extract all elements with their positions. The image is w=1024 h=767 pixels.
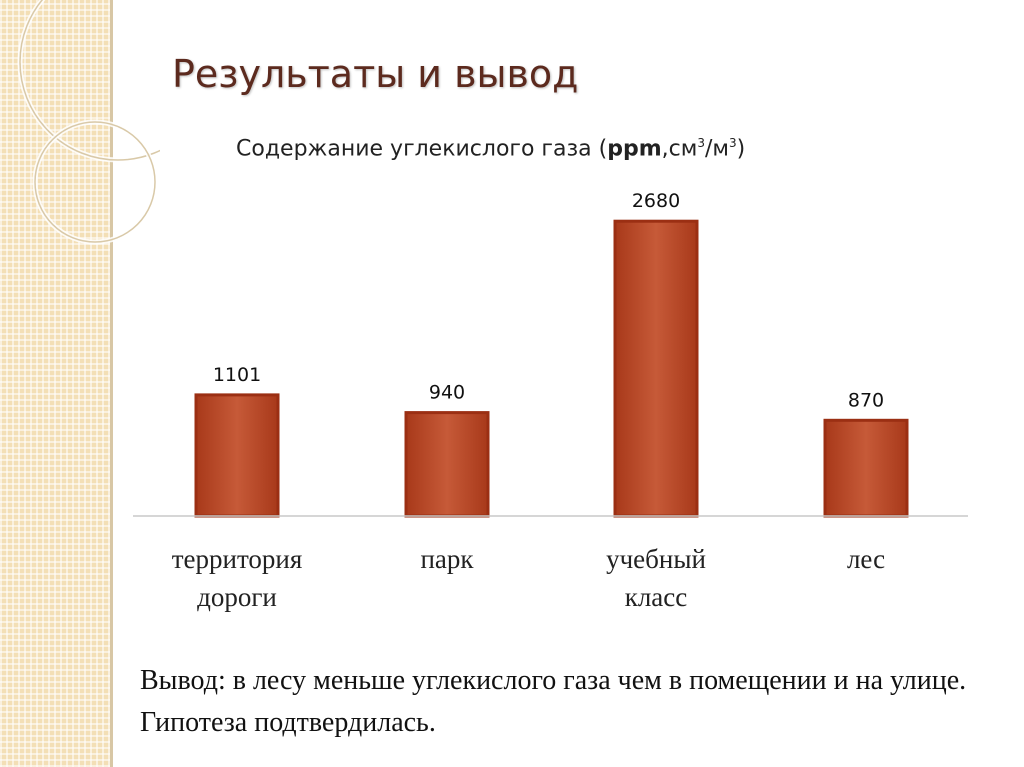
- conclusion-text: Вывод: в лесу меньше углекислого газа че…: [140, 665, 967, 738]
- data-label-0: 1101: [213, 364, 261, 386]
- circle-ornament-icon: [17, 0, 160, 245]
- category-label-2: учебный класс: [556, 540, 756, 616]
- data-label-1: 940: [429, 382, 465, 404]
- data-label-3: 870: [848, 389, 884, 411]
- category-label-1: парк: [347, 540, 547, 578]
- chart-title-superscript: 3: [729, 136, 737, 150]
- category-label-0: территория дороги: [137, 540, 337, 616]
- category-label-line: лес: [846, 544, 886, 574]
- category-label-line: парк: [420, 544, 474, 574]
- strip-divider: [110, 0, 113, 767]
- category-label-line: дороги: [197, 582, 277, 612]
- bar-1: [404, 411, 490, 518]
- chart-title-prefix: Содержание углекислого газа (: [236, 136, 608, 162]
- chart-title-unit-part: /м: [704, 136, 729, 162]
- decorative-pattern-strip: [0, 0, 110, 767]
- data-label-2: 2680: [632, 190, 680, 212]
- bar-2: [613, 219, 699, 518]
- bar-0: [194, 393, 280, 518]
- bar-3: [823, 418, 909, 518]
- page-title: Результаты и вывод: [172, 52, 579, 96]
- category-label-line: территория: [171, 544, 303, 574]
- chart-title-suffix: ): [736, 136, 746, 162]
- chart-title-superscript: 3: [697, 136, 705, 150]
- category-label-3: лес: [766, 540, 966, 578]
- category-label-line: класс: [624, 582, 688, 612]
- chart-title-unit-part: ,см: [661, 136, 698, 162]
- chart-title-unit-ppm: ppm: [607, 136, 662, 162]
- category-label-line: учебный: [606, 544, 706, 574]
- chart-title: Содержание углекислого газа (ppm,см3/м3): [236, 136, 745, 161]
